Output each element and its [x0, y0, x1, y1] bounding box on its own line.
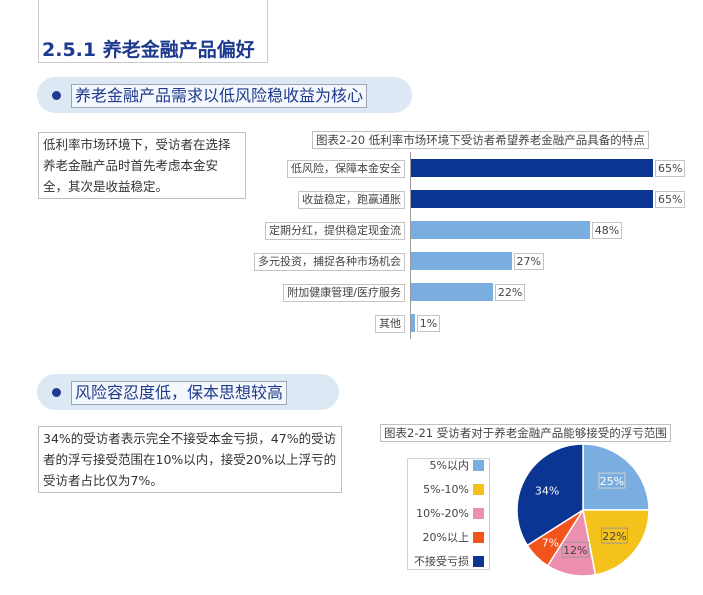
bar-category-label: 低风险，保障本金安全	[287, 160, 405, 178]
bar-value-label: 1%	[416, 315, 441, 332]
bar-category-label: 其他	[375, 315, 405, 333]
bar	[411, 159, 653, 177]
legend-swatch	[473, 508, 484, 519]
bar-value-label: 27%	[513, 253, 544, 270]
bar-value-label: 48%	[591, 222, 623, 239]
bar-value-label: 65%	[655, 160, 686, 177]
heading-2: 风险容忍度低，保本思想较高	[71, 381, 288, 405]
chart-title-2: 图表2-21 受访者对于养老金融产品能够接受的浮亏范围	[380, 424, 671, 442]
legend-label: 5%以内	[429, 459, 469, 472]
bar	[411, 221, 590, 239]
pie-value-label-box	[601, 527, 628, 544]
legend-label: 10%-20%	[416, 507, 469, 520]
bar-category-label: 多元投资，捕捉各种市场机会	[254, 253, 405, 271]
bar	[411, 190, 653, 208]
pie-chart: 25% 22% 12% 7% 34%	[516, 443, 650, 577]
bar-category-label: 定期分红，提供稳定现金流	[265, 222, 405, 240]
chart-title-1: 图表2-20 低利率市场环境下受访者希望养老金融产品具备的特点	[312, 131, 649, 149]
pie-value-label: 34%	[535, 484, 559, 497]
bullet-dot-icon	[52, 388, 61, 397]
paragraph-2: 34%的受访者表示完全不接受本金亏损，47%的受访者的浮亏接受范围在10%以内，…	[38, 426, 342, 493]
bar	[411, 252, 512, 270]
bar-category-label: 附加健康管理/医疗服务	[283, 284, 405, 302]
pie-slice	[516, 443, 584, 547]
paragraph-1: 低利率市场环境下，受访者在选择养老金融产品时首先考虑本金安全，其次是收益稳定。	[38, 132, 246, 199]
bar-value-label: 65%	[655, 191, 686, 208]
section-title-frame	[38, 0, 268, 63]
section-title: 2.5.1 养老金融产品偏好	[42, 39, 255, 61]
bar	[411, 283, 493, 301]
bar-category-label: 收益稳定，跑赢通胀	[298, 191, 405, 209]
bar-axis-line	[410, 152, 411, 339]
bar	[411, 314, 415, 332]
pie-value-label-box	[598, 472, 626, 489]
legend-label: 5%-10%	[423, 483, 469, 496]
legend-label: 不接受亏损	[414, 555, 469, 568]
legend-swatch	[473, 556, 484, 567]
pie-value-label: 12%	[563, 544, 587, 557]
legend-swatch	[473, 484, 484, 495]
pie-value-label: 22%	[602, 530, 626, 543]
pie-value-label: 25%	[600, 475, 624, 488]
legend-swatch	[473, 532, 484, 543]
pie-value-label-box	[561, 541, 589, 558]
heading-1: 养老金融产品需求以低风险稳收益为核心	[71, 84, 368, 108]
bar-value-label: 22%	[494, 284, 526, 301]
bullet-dot-icon	[52, 91, 61, 100]
legend-swatch	[473, 460, 484, 471]
legend-label: 20%以上	[422, 531, 469, 544]
pie-value-label: 7%	[542, 537, 559, 550]
